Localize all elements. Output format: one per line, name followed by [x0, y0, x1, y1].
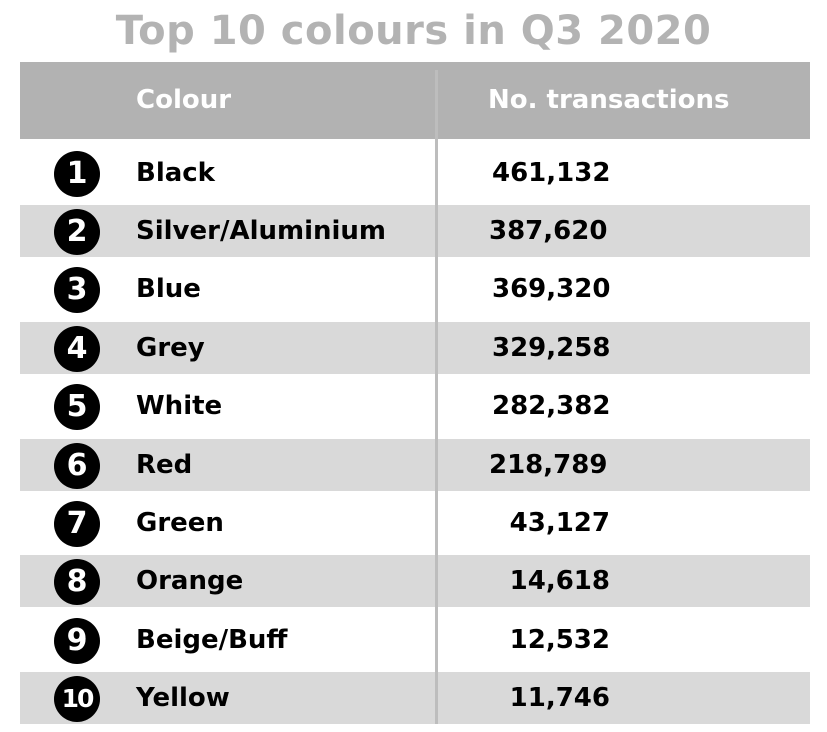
rank-badge: 1 — [54, 151, 100, 197]
rank-badge: 5 — [54, 384, 100, 430]
header-transactions: No. transactions — [488, 85, 730, 115]
colour-name: Grey — [136, 333, 205, 363]
colour-name: Blue — [136, 274, 201, 304]
table-row: 8 Orange 14,618 — [20, 555, 810, 607]
header-colour: Colour — [136, 85, 232, 115]
transactions-value: 43,127 — [509, 508, 610, 538]
transactions-value: 218,789 — [489, 450, 608, 480]
table-row: 3 Blue 369,320 — [20, 263, 810, 315]
rank-badge: 7 — [54, 501, 100, 547]
rank-badge: 6 — [54, 443, 100, 489]
colour-name: Yellow — [136, 683, 230, 713]
colour-name: Red — [136, 450, 193, 480]
table-row: 10 Yellow 11,746 — [20, 672, 810, 724]
table-row: 1 Black 461,132 — [20, 147, 810, 199]
transactions-value: 387,620 — [489, 216, 608, 246]
column-divider — [435, 70, 438, 724]
chart-title: Top 10 colours in Q3 2020 — [115, 8, 712, 54]
colour-name: Green — [136, 508, 224, 538]
rank-badge: 8 — [54, 559, 100, 605]
table-row: 4 Grey 329,258 — [20, 322, 810, 374]
table-header: Colour No. transactions — [20, 62, 810, 139]
rank-badge: 9 — [54, 618, 100, 664]
transactions-value: 11,746 — [509, 683, 610, 713]
rank-badge: 4 — [54, 326, 100, 372]
rank-badge: 2 — [54, 209, 100, 255]
transactions-value: 329,258 — [492, 333, 611, 363]
rank-badge: 3 — [54, 267, 100, 313]
colours-table: Colour No. transactions 1 Black 461,132 2 Si… — [20, 62, 810, 726]
transactions-value: 369,320 — [492, 274, 611, 304]
table-row: 5 White 282,382 — [20, 380, 810, 432]
colour-name: White — [136, 391, 223, 421]
colour-name: Orange — [136, 566, 244, 596]
colour-name: Silver/Aluminium — [136, 216, 387, 246]
table-row: 7 Green 43,127 — [20, 497, 810, 549]
rank-badge: 10 — [54, 676, 100, 722]
transactions-value: 282,382 — [492, 391, 611, 421]
transactions-value: 14,618 — [509, 566, 610, 596]
table-row: 6 Red 218,789 — [20, 439, 810, 491]
colour-name: Black — [136, 158, 215, 188]
transactions-value: 12,532 — [509, 625, 610, 655]
transactions-value: 461,132 — [492, 158, 611, 188]
table-row: 9 Beige/Buff 12,532 — [20, 614, 810, 666]
colour-name: Beige/Buff — [136, 625, 288, 655]
table-row: 2 Silver/Aluminium 387,620 — [20, 205, 810, 257]
